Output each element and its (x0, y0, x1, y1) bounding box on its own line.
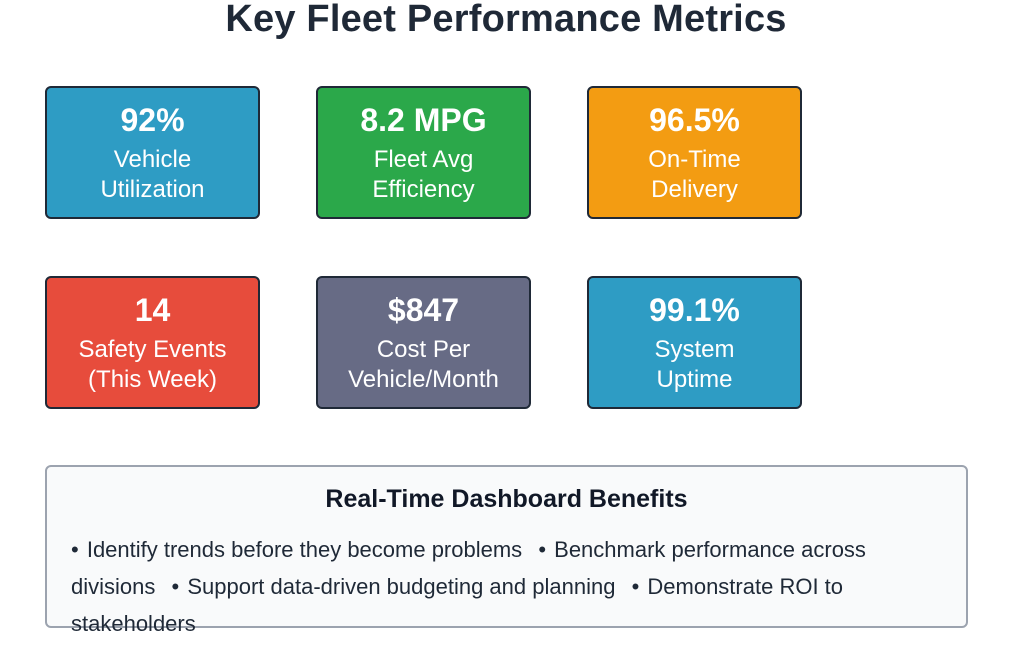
benefit-item: • Support data-driven budgeting and plan… (162, 574, 616, 599)
metric-label: System Uptime (654, 336, 735, 393)
metric-label: Vehicle Utilization (100, 146, 205, 203)
benefits-list: • Identify trends before they become pro… (71, 531, 951, 642)
metric-card-system-uptime: 99.1% System Uptime (587, 276, 802, 409)
metric-label: On-Time Delivery (648, 146, 741, 203)
metric-label: Cost Per Vehicle/Month (348, 336, 499, 393)
benefit-text: Identify trends before they become probl… (86, 537, 523, 562)
metric-value: 8.2 MPG (360, 102, 487, 138)
benefits-title: Real-Time Dashboard Benefits (325, 485, 688, 513)
benefit-item: • Demonstrate ROI to stakeholders (71, 574, 843, 636)
benefit-text: Demonstrate ROI to stakeholders (71, 574, 844, 636)
metric-value: 96.5% (649, 102, 740, 138)
metric-card-vehicle-utilization: 92% Vehicle Utilization (45, 86, 260, 219)
bullet-icon: • (71, 537, 79, 562)
bullet-icon: • (171, 574, 180, 599)
benefit-text: Support data-driven budgeting and planni… (187, 574, 616, 599)
metric-value: $847 (387, 292, 460, 328)
metric-card-safety-events: 14 Safety Events (This Week) (45, 276, 260, 409)
metric-label: Fleet Avg Efficiency (372, 146, 475, 203)
metric-card-cost-per-vehicle: $847 Cost Per Vehicle/Month (316, 276, 531, 409)
page-title: Key Fleet Performance Metrics (225, 0, 787, 40)
metric-label: Safety Events (This Week) (78, 336, 227, 393)
benefit-item: • Benchmark performance across divisions (71, 537, 866, 599)
metric-value: 92% (120, 102, 185, 138)
bullet-icon: • (538, 537, 547, 562)
metric-card-on-time-delivery: 96.5% On-Time Delivery (587, 86, 802, 219)
benefits-panel: Real-Time Dashboard Benefits • Identify … (45, 465, 968, 636)
metric-value: 99.1% (649, 292, 740, 328)
metric-value: 14 (134, 292, 171, 328)
benefit-text: Benchmark performance across divisions (71, 537, 866, 599)
metric-card-fleet-efficiency: 8.2 MPG Fleet Avg Efficiency (316, 86, 531, 219)
bullet-icon: • (631, 574, 640, 599)
benefit-item: • Identify trends before they become pro… (71, 537, 522, 562)
